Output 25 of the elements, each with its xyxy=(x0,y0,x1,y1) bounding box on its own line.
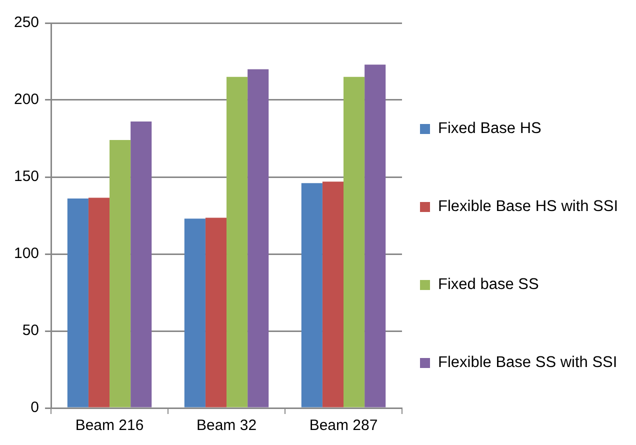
bar xyxy=(364,64,386,408)
y-tick-label: 50 xyxy=(22,322,40,340)
x-tick-label: Beam 216 xyxy=(75,417,144,434)
y-tick-label: 100 xyxy=(14,245,40,262)
y-tick-label: 0 xyxy=(30,399,40,416)
x-tick-label: Beam 32 xyxy=(196,417,257,434)
y-tick-label: 250 xyxy=(14,14,40,32)
x-tick-label: Beam 287 xyxy=(309,417,378,434)
legend-label: Fixed base SS xyxy=(438,275,539,295)
bar xyxy=(67,198,88,408)
bar xyxy=(205,218,227,408)
bar xyxy=(248,69,269,408)
bar xyxy=(88,198,110,408)
bar xyxy=(344,76,365,408)
bar xyxy=(184,218,206,408)
bar xyxy=(322,182,344,408)
legend-label: Flexible Base HS with SSI xyxy=(438,197,618,217)
bar xyxy=(110,140,131,408)
bar xyxy=(130,122,152,408)
legend-label: Flexible Base SS with SSI xyxy=(438,353,618,373)
legend-label: Fixed Base HS xyxy=(438,119,542,139)
bar xyxy=(226,76,248,408)
y-tick-label: 200 xyxy=(14,91,40,108)
y-tick-label: 150 xyxy=(14,168,40,186)
bar xyxy=(301,183,322,408)
